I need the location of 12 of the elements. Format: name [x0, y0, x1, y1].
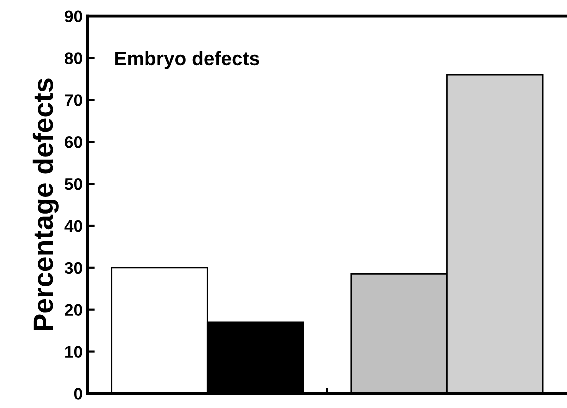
y-tick-label: 10	[66, 346, 82, 358]
y-tick-label: 40	[64, 220, 82, 232]
y-tick-label: 90	[65, 10, 82, 23]
y-tick-label: 60	[65, 136, 82, 148]
y-axis-title: Percentage defects	[32, 78, 59, 331]
annotation: Embryo defects	[116, 51, 260, 70]
y-tick-label: 30	[64, 262, 82, 274]
y-tick-label: 20	[65, 304, 82, 316]
y-tick-label: 0	[74, 388, 82, 400]
y-tick-label: 80	[65, 52, 82, 64]
y-tick-label: 70	[65, 94, 82, 106]
y-tick-label: 50	[65, 178, 82, 190]
